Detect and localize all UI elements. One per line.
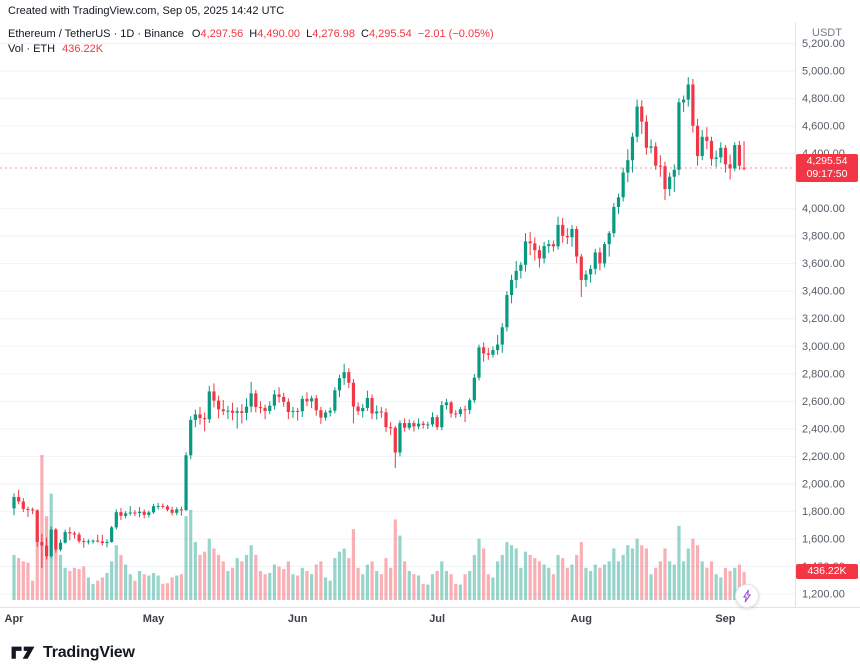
svg-text:Jun: Jun bbox=[288, 613, 308, 625]
svg-text:4,600.00: 4,600.00 bbox=[802, 121, 845, 133]
currency-label: USDT bbox=[812, 27, 842, 39]
svg-text:Jul: Jul bbox=[429, 613, 445, 625]
brand-text: TradingView bbox=[43, 644, 135, 661]
volume-legend: Vol · ETH 436.22K bbox=[8, 43, 103, 55]
footer: TradingView bbox=[0, 634, 860, 672]
price-badge: 4,295.54 09:17:50 bbox=[796, 153, 858, 182]
symbol-title: Ethereum / TetherUS · 1D · Binance bbox=[8, 28, 184, 40]
svg-text:2,800.00: 2,800.00 bbox=[802, 368, 845, 380]
svg-text:May: May bbox=[143, 613, 165, 625]
candlestick-chart[interactable]: 5,200.005,000.004,800.004,600.004,400.00… bbox=[0, 22, 860, 634]
svg-text:1,600.00: 1,600.00 bbox=[802, 533, 845, 545]
bar-countdown: 09:17:50 bbox=[806, 167, 848, 180]
tradingview-mark-icon bbox=[11, 646, 35, 659]
ohlc-high: H4,490.00 bbox=[249, 28, 301, 40]
svg-text:2,400.00: 2,400.00 bbox=[802, 423, 845, 435]
svg-text:1,800.00: 1,800.00 bbox=[802, 506, 845, 518]
svg-text:3,000.00: 3,000.00 bbox=[802, 341, 845, 353]
flash-button[interactable] bbox=[735, 584, 759, 608]
svg-text:3,400.00: 3,400.00 bbox=[802, 286, 845, 298]
svg-text:2,600.00: 2,600.00 bbox=[802, 396, 845, 408]
svg-text:2,200.00: 2,200.00 bbox=[802, 451, 845, 463]
svg-text:4,800.00: 4,800.00 bbox=[802, 93, 845, 105]
lightning-icon bbox=[743, 589, 751, 603]
volume-value: 436.22K bbox=[62, 43, 104, 55]
ohlc-low: L4,276.98 bbox=[306, 28, 356, 40]
svg-text:Sep: Sep bbox=[715, 613, 735, 625]
svg-text:2,000.00: 2,000.00 bbox=[802, 478, 845, 490]
svg-text:3,600.00: 3,600.00 bbox=[802, 258, 845, 270]
svg-text:3,800.00: 3,800.00 bbox=[802, 231, 845, 243]
symbol-legend: Ethereum / TetherUS · 1D · Binance O4,29… bbox=[8, 28, 494, 40]
volume-badge: 436.22K bbox=[796, 563, 858, 579]
volume-label: Vol · ETH bbox=[8, 43, 56, 55]
svg-text:1,200.00: 1,200.00 bbox=[802, 589, 845, 601]
attribution-text: Created with TradingView.com, Sep 05, 20… bbox=[8, 5, 285, 17]
svg-text:4,000.00: 4,000.00 bbox=[802, 203, 845, 215]
svg-text:5,200.00: 5,200.00 bbox=[802, 38, 845, 50]
chart-area: 5,200.005,000.004,800.004,600.004,400.00… bbox=[0, 22, 860, 634]
tradingview-logo[interactable]: TradingView bbox=[10, 643, 135, 663]
last-price: 4,295.54 bbox=[806, 154, 848, 167]
price-change: −2.01 (−0.05%) bbox=[417, 28, 494, 40]
ohlc-open: O4,297.56 bbox=[191, 28, 244, 40]
svg-text:Apr: Apr bbox=[5, 613, 25, 625]
ohlc-close: C4,295.54 bbox=[361, 28, 412, 40]
svg-text:3,200.00: 3,200.00 bbox=[802, 313, 845, 325]
svg-text:5,000.00: 5,000.00 bbox=[802, 66, 845, 78]
svg-text:Aug: Aug bbox=[571, 613, 592, 625]
